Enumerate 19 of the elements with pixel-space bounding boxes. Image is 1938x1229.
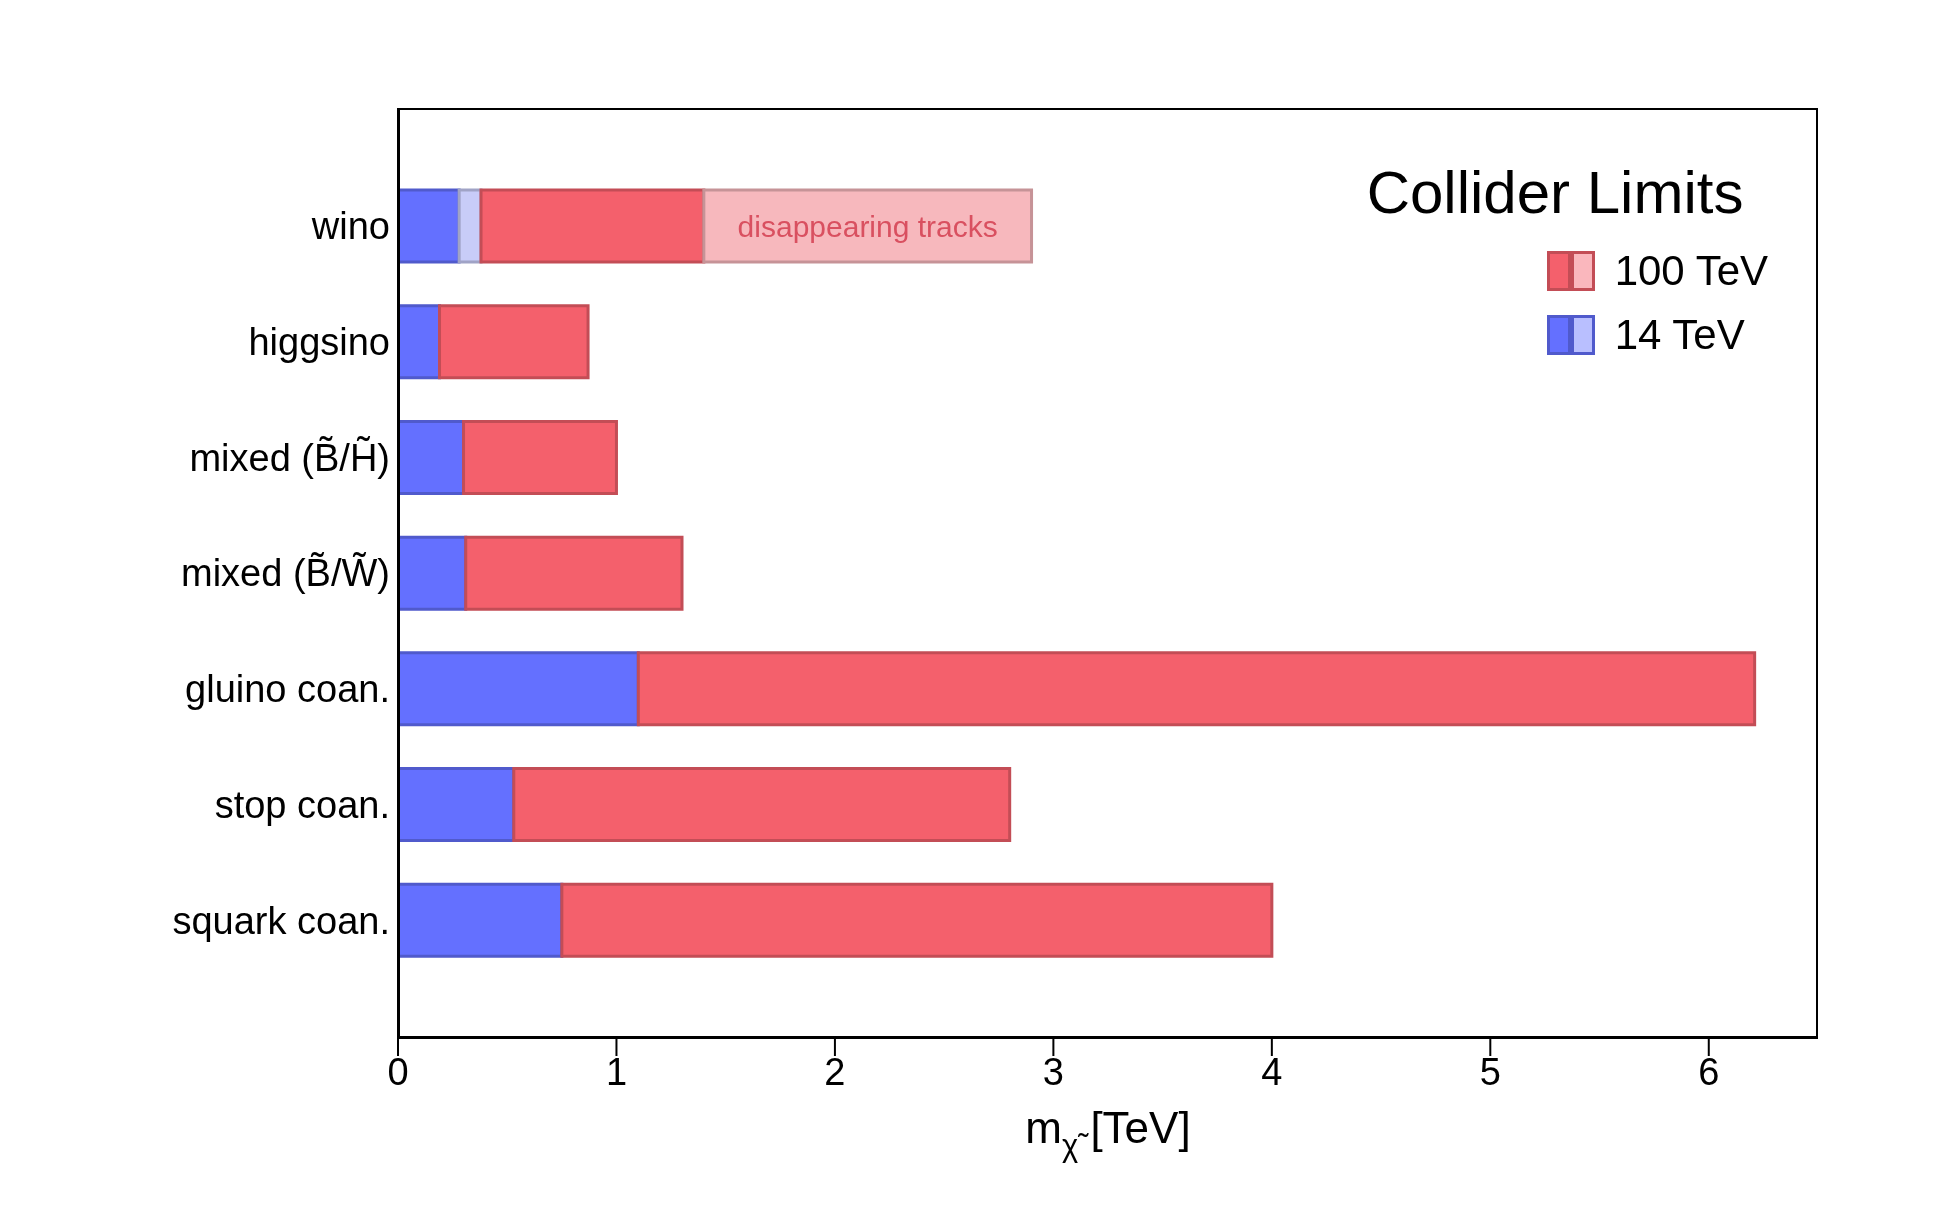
x-tick-label: 5 xyxy=(1479,1050,1501,1093)
x-axis-title: m$_{χ̃}$ [TeV] xyxy=(1025,1103,1191,1164)
y-tick-label: gluino coan. xyxy=(185,668,390,711)
legend-title: Collider Limits xyxy=(1366,158,1745,227)
legend-label: 14 TeV xyxy=(1614,311,1745,359)
legend-label: 100 TeV xyxy=(1614,247,1768,295)
y-tick-label: higgsino xyxy=(248,321,390,364)
y-tick-label: stop coan. xyxy=(214,783,390,826)
annotation: disappearing tracks xyxy=(737,209,998,243)
x-tick-label: 2 xyxy=(824,1050,846,1093)
x-tick-label: 3 xyxy=(1042,1050,1064,1093)
y-tick-label: wino xyxy=(310,205,390,248)
x-tick-label: 0 xyxy=(387,1050,409,1093)
y-tick-label: squark coan. xyxy=(172,899,390,942)
y-tick-label: mixed (B̃/W̃) xyxy=(181,552,390,595)
y-tick-label: mixed (B̃/H̃) xyxy=(189,436,390,479)
x-tick-label: 4 xyxy=(1261,1050,1283,1093)
x-tick-label: 1 xyxy=(605,1050,628,1093)
x-tick-label: 6 xyxy=(1698,1050,1720,1093)
